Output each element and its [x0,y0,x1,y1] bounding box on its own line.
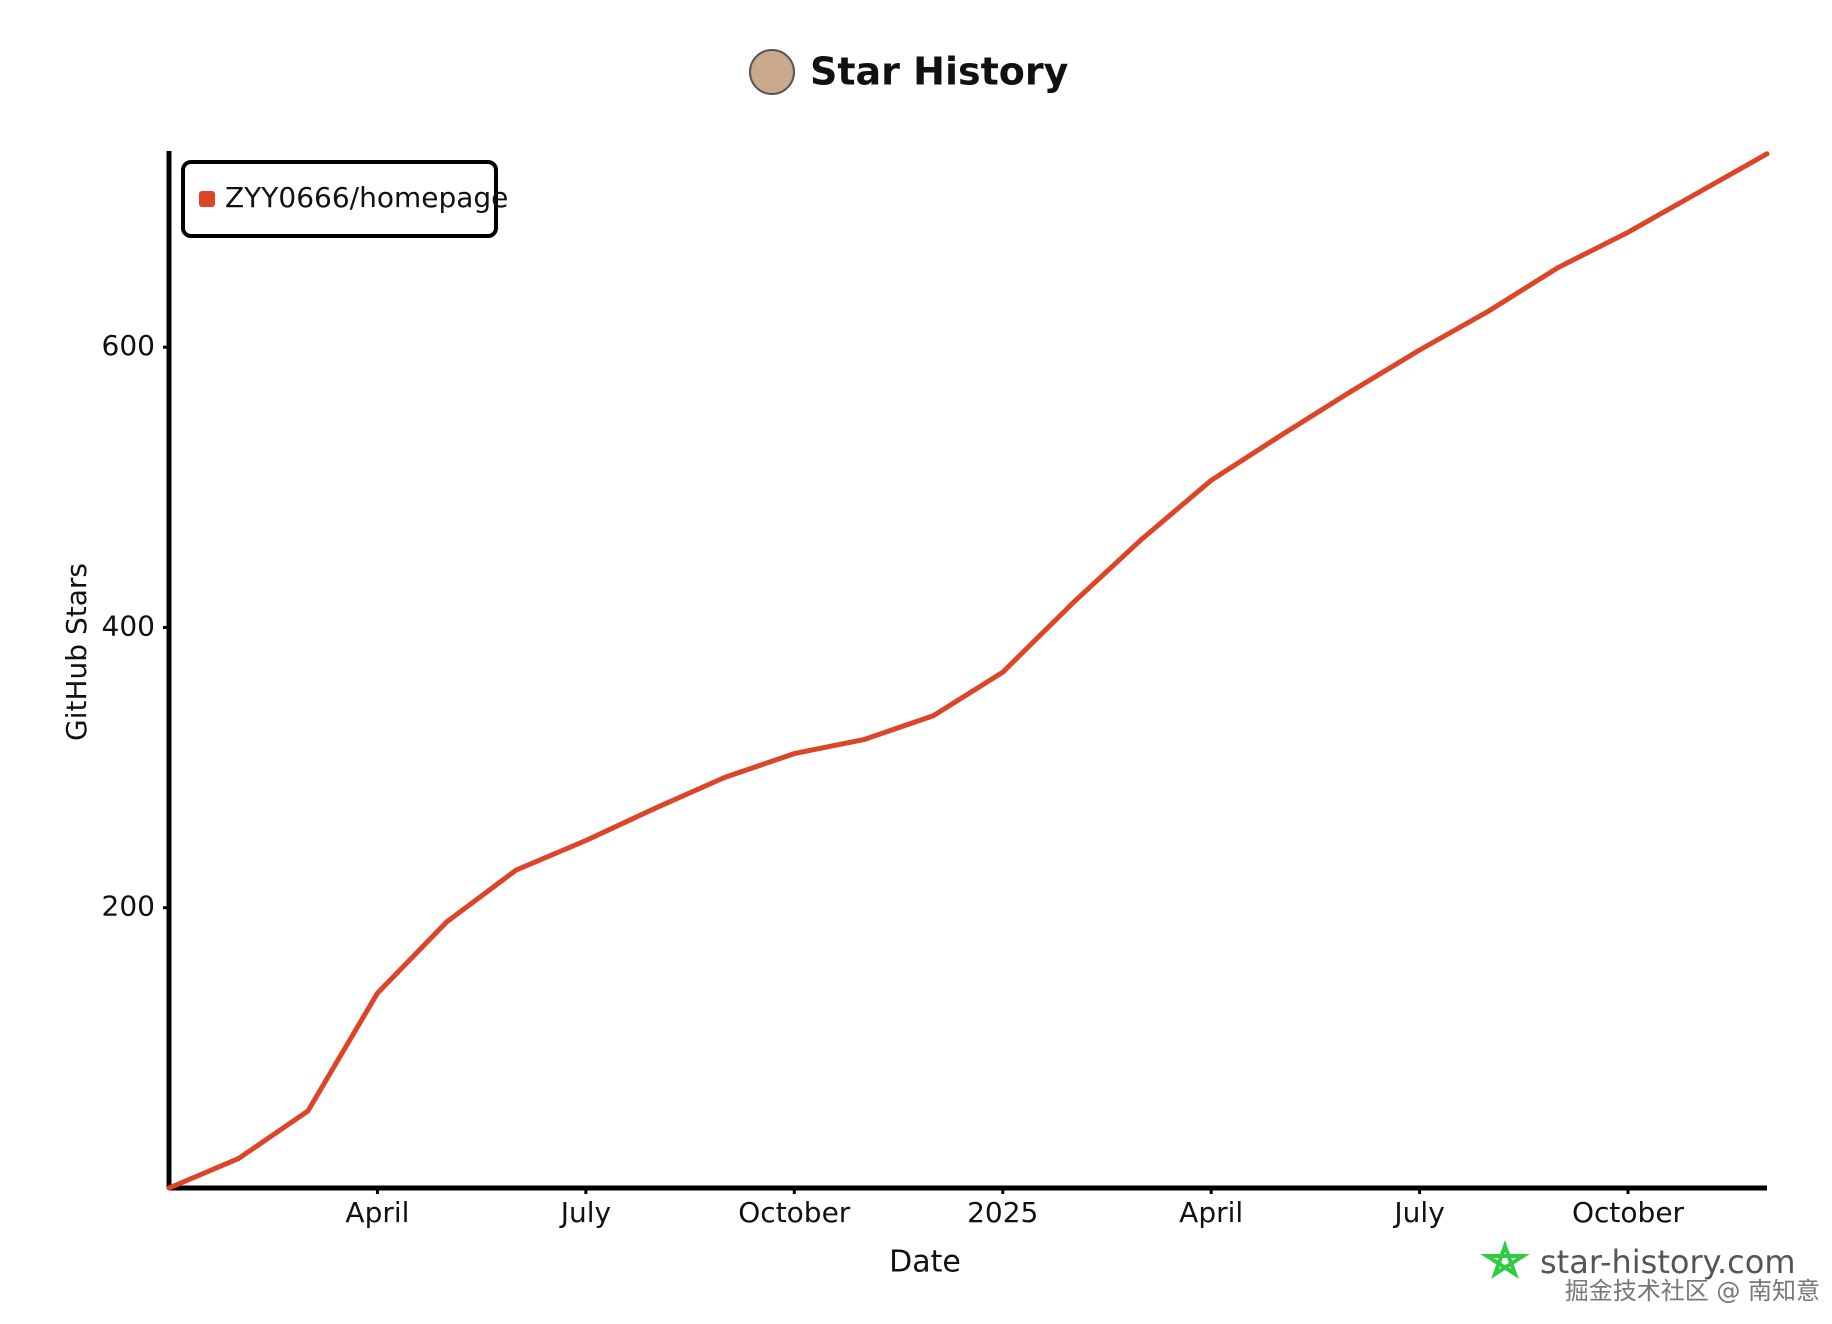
legend-swatch [199,191,215,207]
y-tick-label: 400 [102,609,155,642]
chart-title: Star History [810,50,1069,94]
x-tick-label: October [738,1196,851,1229]
x-axis-label: Date [889,1245,961,1280]
x-tick-label: April [1179,1196,1243,1229]
x-tick-label: July [1392,1196,1444,1229]
credit: 掘金技术社区 @ 南知意 [1565,1277,1820,1305]
x-tick-label: July [559,1196,611,1229]
watermark: star-history.com [1540,1243,1796,1281]
y-tick-label: 200 [102,890,155,923]
y-tick-label: 600 [102,329,155,362]
y-axis-label: GitHub Stars [60,563,93,741]
avatar [749,49,795,95]
x-tick-label: 2025 [967,1196,1038,1229]
x-tick-label: April [345,1196,409,1229]
line [166,151,1770,1191]
x-tick-label: October [1572,1196,1685,1229]
legend-label: ZYY0666/homepage [225,181,508,214]
logo [1480,1240,1530,1279]
legend-box [181,160,498,238]
